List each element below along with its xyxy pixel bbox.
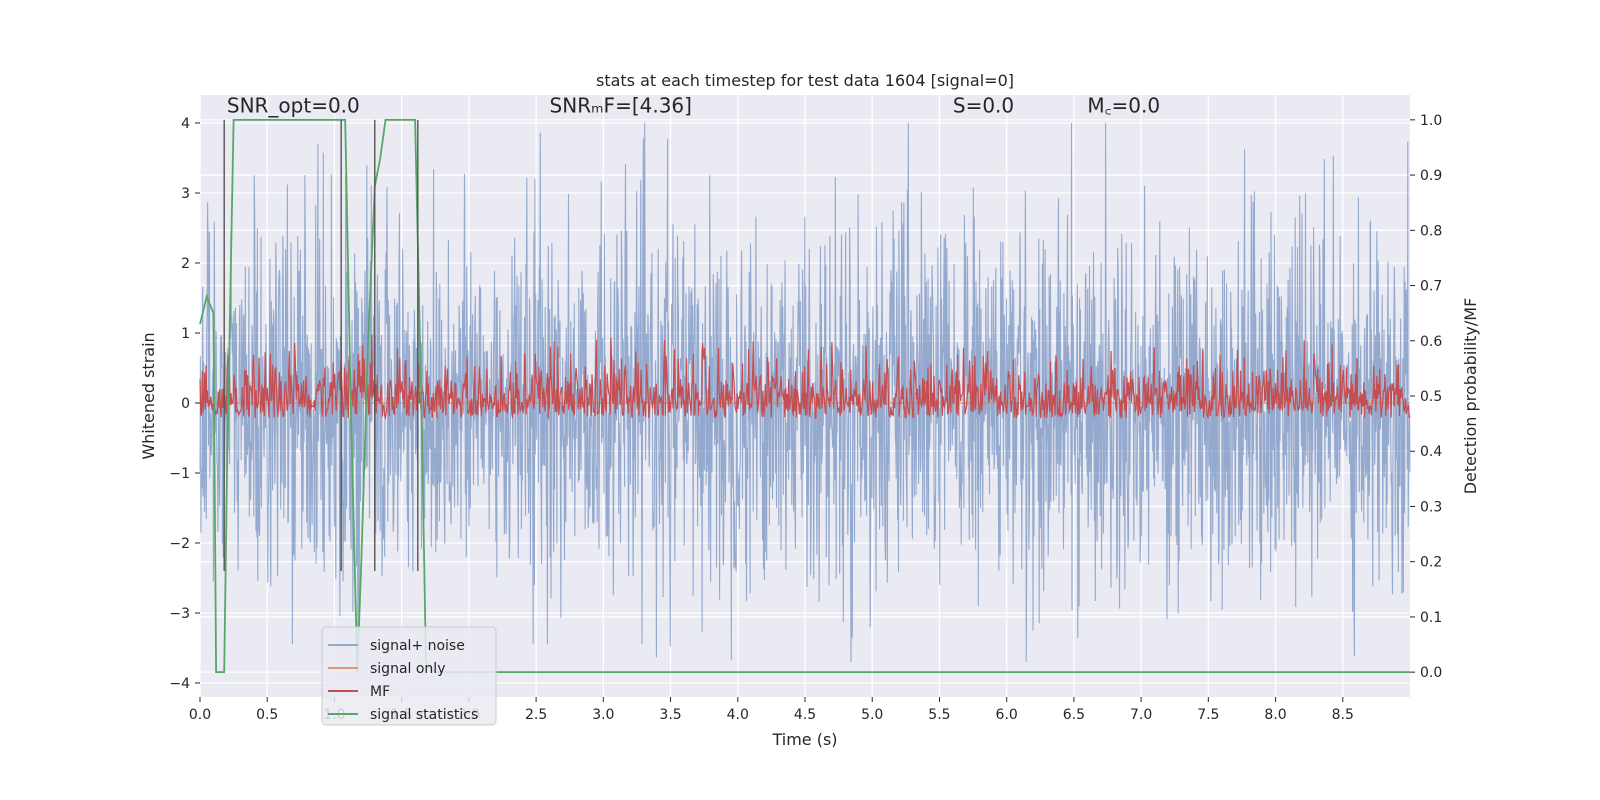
annotation-text: SNRₘF=[4.36] [550, 94, 692, 118]
annotations: SNR_opt=0.0 SNRₘF=[4.36] S=0.0 M꜀=0.0 [227, 94, 1160, 118]
annotation-text: S=0.0 [953, 94, 1014, 118]
y-tick-label: 1 [181, 326, 190, 342]
y2-axis-ticks: 0.0 0.1 0.2 0.3 0.4 0.5 0.6 0.7 0.8 0.9 1.0 [1410, 113, 1442, 681]
x-tick-label: 4.0 [727, 707, 749, 723]
x-tick-label: 8.5 [1332, 707, 1354, 723]
series-layer [199, 119, 1411, 673]
legend-box [321, 626, 497, 726]
x-tick-label: 8.0 [1264, 707, 1286, 723]
y-axis-label: Whitened strain [139, 332, 158, 459]
series-mf-line [199, 334, 1411, 421]
x-tick-label: 3.5 [659, 707, 681, 723]
y2-axis-label: Detection probability/MF [1461, 298, 1480, 495]
y2-tick-label: 0.4 [1420, 444, 1442, 460]
legend-label: signal only [370, 661, 445, 677]
legend-label: signal statistics [370, 707, 478, 723]
y-tick-label: −4 [169, 676, 190, 692]
x-tick-label: 6.0 [996, 707, 1018, 723]
annotation-text: SNR_opt=0.0 [227, 94, 360, 118]
y-axis-ticks: −4 −3 −2 −1 0 1 2 3 4 [169, 116, 200, 692]
vertical-markers [223, 119, 419, 571]
y2-tick-label: 0.7 [1420, 279, 1442, 295]
legend: signal+ noise signal only MF signal statist… [321, 626, 497, 726]
y2-tick-label: 1.0 [1420, 113, 1442, 129]
chart-title: stats at each timestep for test data 160… [596, 71, 1014, 90]
x-tick-label: 2.5 [525, 707, 547, 723]
y-tick-label: 0 [181, 396, 190, 412]
y2-tick-label: 0.9 [1420, 168, 1442, 184]
y2-tick-label: 0.2 [1420, 555, 1442, 571]
legend-label: MF [370, 684, 390, 700]
x-tick-label: 7.5 [1197, 707, 1219, 723]
y-tick-label: −1 [169, 466, 190, 482]
y-tick-label: −3 [169, 606, 190, 622]
x-axis-label: Time (s) [771, 730, 837, 749]
x-tick-label: 7.0 [1130, 707, 1152, 723]
x-tick-label: 6.5 [1063, 707, 1085, 723]
legend-label: signal+ noise [370, 638, 465, 654]
x-tick-label: 5.0 [861, 707, 883, 723]
series-signal-statistics-line [199, 119, 1410, 673]
y2-tick-label: 0.0 [1420, 665, 1442, 681]
annotation-text: M꜀=0.0 [1087, 94, 1160, 118]
y2-tick-label: 0.6 [1420, 334, 1442, 350]
series-signal-noise-line [199, 122, 1411, 663]
y-tick-label: −2 [169, 536, 190, 552]
y-tick-label: 2 [181, 256, 190, 272]
x-tick-label: 0.5 [256, 707, 278, 723]
y2-tick-label: 0.5 [1420, 389, 1442, 405]
x-tick-label: 3.0 [592, 707, 614, 723]
x-tick-label: 4.5 [794, 707, 816, 723]
y2-tick-label: 0.8 [1420, 223, 1442, 239]
y2-tick-label: 0.3 [1420, 499, 1442, 515]
y-tick-label: 3 [181, 186, 190, 202]
x-tick-label: 0.0 [189, 707, 211, 723]
x-tick-label: 5.5 [928, 707, 950, 723]
y2-tick-label: 0.1 [1420, 610, 1442, 626]
y-tick-label: 4 [181, 116, 190, 132]
